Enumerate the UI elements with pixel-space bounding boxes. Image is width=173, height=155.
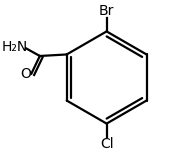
Text: H₂N: H₂N	[1, 40, 28, 54]
Text: O: O	[21, 67, 31, 81]
Text: Br: Br	[99, 4, 114, 18]
Text: Cl: Cl	[100, 137, 113, 151]
